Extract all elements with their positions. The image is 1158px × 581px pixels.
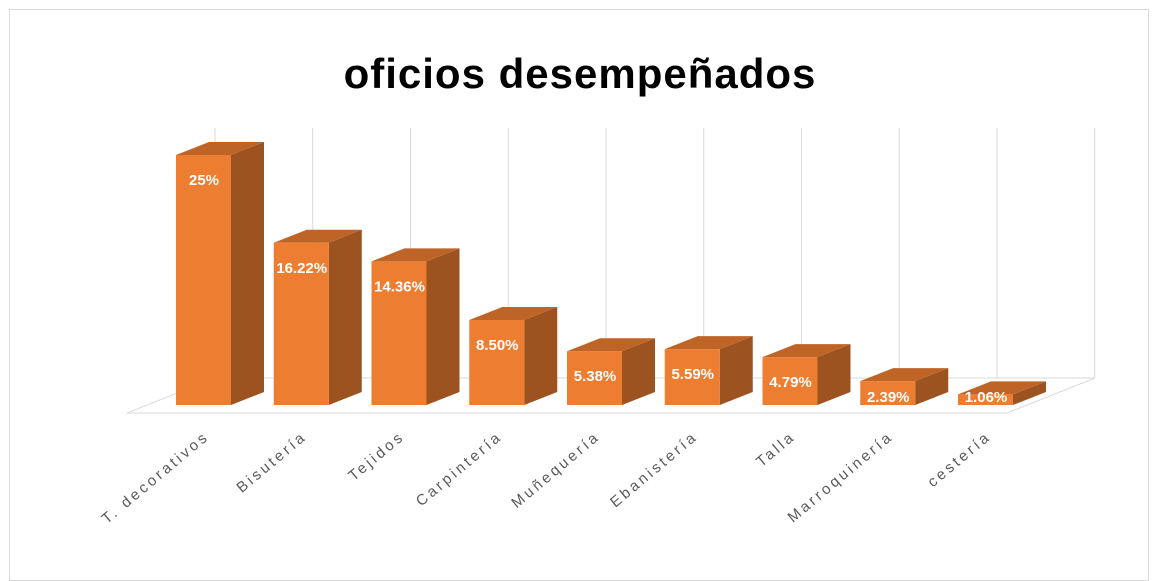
bar (664, 336, 753, 405)
bar-top (273, 229, 362, 243)
bar-front (469, 320, 525, 405)
chart-title: oficios desempeñados (344, 50, 817, 97)
bar (469, 307, 558, 405)
bar-side (524, 307, 558, 405)
bar-top (567, 338, 655, 352)
bar-side (328, 229, 362, 405)
bar (860, 368, 949, 405)
bar-side (1013, 381, 1046, 405)
bar-front (860, 381, 916, 405)
value-label: 5.59% (671, 366, 714, 383)
value-label: 5.38% (574, 368, 617, 385)
bar (176, 142, 264, 405)
value-label: 25% (189, 172, 219, 189)
bar-top (371, 248, 460, 262)
bar-top (664, 336, 753, 350)
bar-front (664, 349, 720, 405)
bar (273, 229, 362, 405)
bar-side (719, 336, 753, 405)
bar-top (762, 344, 851, 358)
bar-front (371, 261, 427, 405)
bar-top (469, 307, 558, 320)
bar-front (958, 394, 1013, 405)
value-label: 1.06% (965, 389, 1008, 406)
bar-side (231, 142, 264, 405)
bar-front (762, 357, 818, 405)
bar-side (817, 344, 851, 405)
value-label: 4.79% (769, 374, 812, 391)
bar-top (958, 381, 1046, 395)
bar-front (273, 242, 329, 405)
bar (958, 381, 1046, 405)
bar (762, 344, 851, 405)
bar-top (860, 368, 949, 382)
bar-front (567, 351, 622, 405)
bar-side (915, 368, 949, 405)
bar-side (426, 248, 460, 405)
value-label: 14.36% (374, 278, 425, 295)
bar-top (176, 142, 264, 155)
value-label: 8.50% (476, 337, 519, 354)
value-label: 16.22% (276, 260, 327, 277)
bar-front (176, 155, 231, 405)
bars: 25% 16.22% 14.36% 8.50% 5.38% 5.59% 4.79% 2.39%… (176, 142, 1046, 406)
bar (371, 248, 460, 405)
bar-side (622, 338, 655, 405)
bar (567, 338, 655, 405)
value-label: 2.39% (867, 389, 910, 406)
